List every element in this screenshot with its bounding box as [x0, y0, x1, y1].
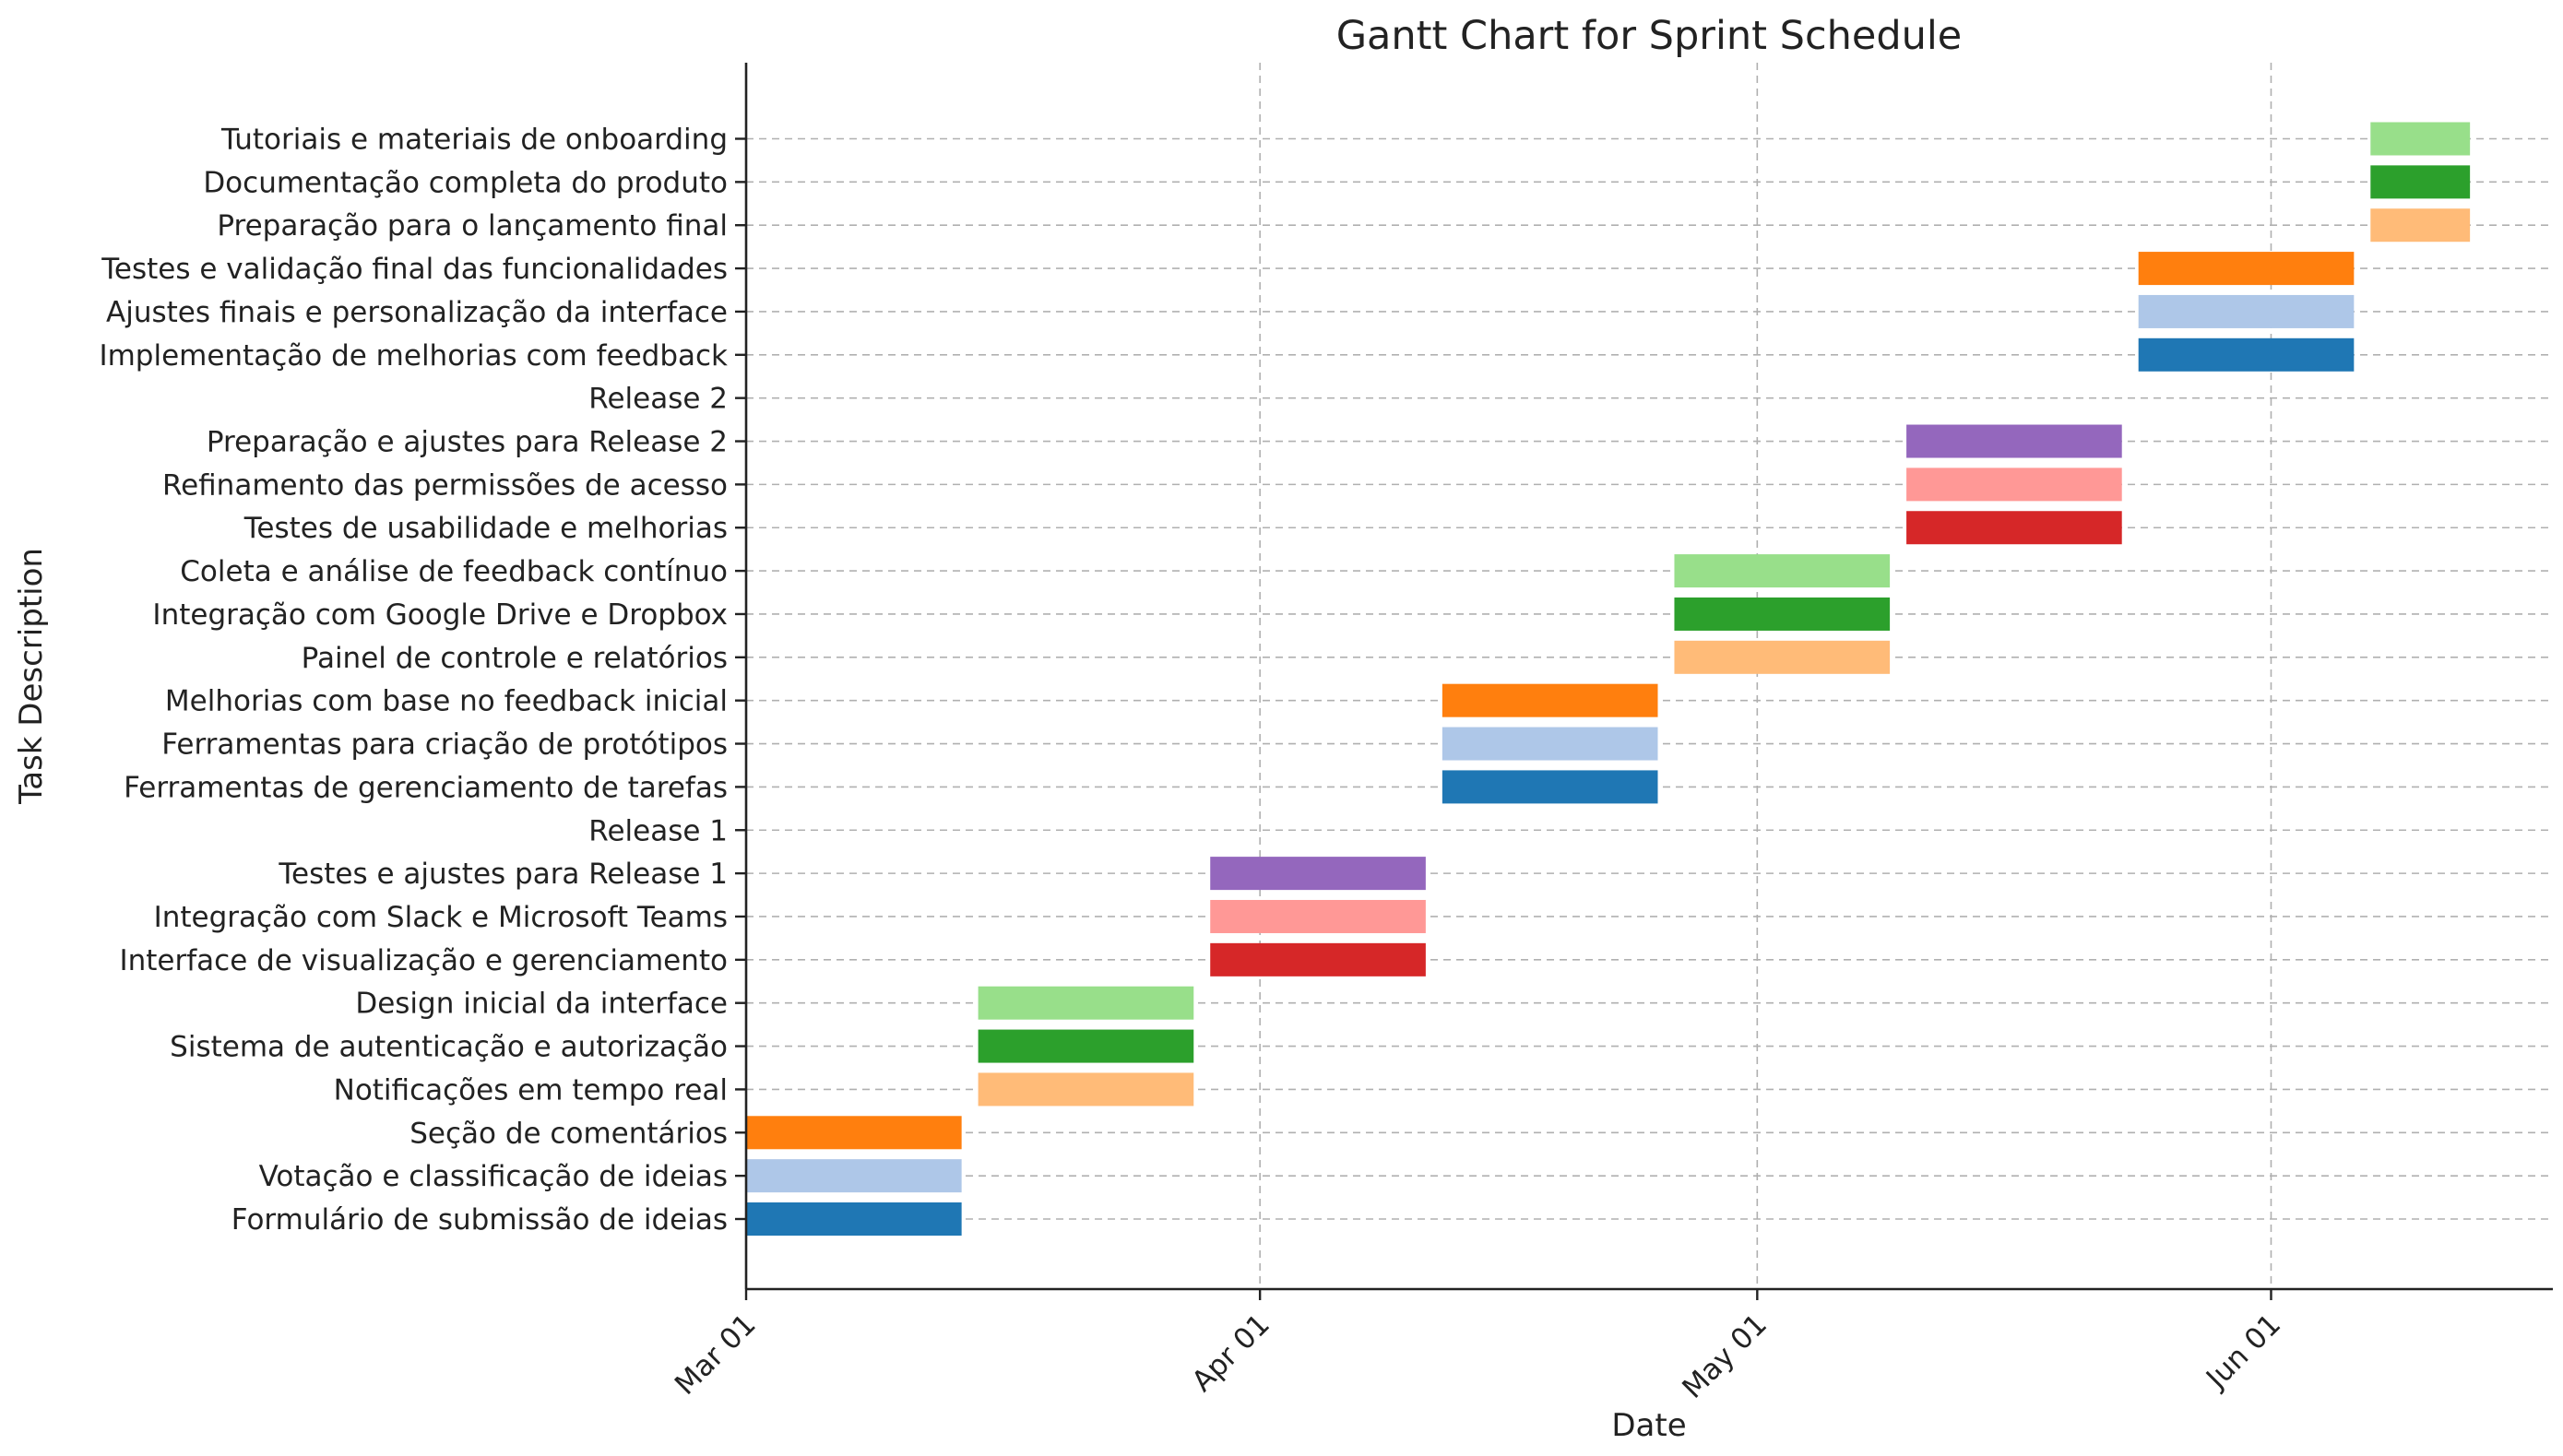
task-bar [1906, 468, 2122, 502]
task-bar [2138, 252, 2355, 286]
task-label: Testes de usabilidade e melhorias [243, 512, 728, 545]
task-label: Refinamento das permissões de acesso [162, 468, 728, 502]
task-label: Integração com Google Drive e Dropbox [152, 598, 728, 632]
x-tick-label: Mar 01 [669, 1308, 763, 1402]
task-label: Integração com Slack e Microsoft Teams [154, 901, 728, 934]
task-bar [746, 1202, 962, 1236]
x-axis-label: Date [1611, 1407, 1686, 1444]
x-tick-label: Apr 01 [1186, 1308, 1276, 1398]
bars-layer [746, 122, 2471, 1236]
task-label: Interface de visualização e gerenciament… [119, 944, 728, 977]
task-label: Notificações em tempo real [334, 1073, 728, 1107]
task-bar [1674, 640, 1891, 674]
chart-title: Gantt Chart for Sprint Schedule [1336, 13, 1963, 59]
task-label: Preparação para o lançamento final [217, 209, 728, 243]
task-label: Sistema de autenticação e autorização [170, 1031, 728, 1064]
task-bar [1210, 942, 1426, 977]
task-bar [746, 1159, 962, 1193]
task-bar [1906, 424, 2122, 458]
task-label: Painel de controle e relatórios [302, 642, 728, 675]
task-bar [1674, 597, 1891, 631]
task-bar [978, 1072, 1194, 1107]
task-bar [1442, 770, 1658, 804]
task-label: Design inicial da interface [355, 988, 728, 1021]
x-tick-layer: Mar 01 Apr 01 May 01 Jun 01 [669, 1289, 2287, 1405]
task-label: Release 2 [588, 383, 728, 416]
task-bar [2370, 122, 2471, 156]
task-label: Implementação de melhorias com feedback [99, 339, 728, 373]
x-tick-label: May 01 [1676, 1308, 1774, 1405]
task-bar [1210, 857, 1426, 891]
task-label: Release 1 [588, 814, 728, 847]
task-label: Coleta e análise de feedback contínuo [180, 555, 728, 588]
task-label: Tutoriais e materiais de onboarding [220, 124, 728, 157]
task-bar [2370, 165, 2471, 199]
y-axis-label: Task Description [13, 548, 50, 805]
y-tick-layer: Formulário de submissão de ideias Votação… [99, 124, 746, 1237]
task-bar [1210, 899, 1426, 933]
task-label: Testes e ajustes para Release 1 [278, 858, 728, 891]
task-bar [978, 1029, 1194, 1063]
task-label: Formulário de submissão de ideias [231, 1203, 728, 1237]
task-bar [1442, 683, 1658, 717]
task-label: Ferramentas para criação de protótipos [161, 728, 728, 762]
task-bar [978, 986, 1194, 1020]
task-label: Documentação completa do produto [203, 166, 728, 199]
task-label: Melhorias com base no feedback inicial [165, 685, 728, 718]
task-label: Ferramentas de gerenciamento de tarefas [124, 771, 728, 804]
task-bar [746, 1116, 962, 1150]
axes-layer [744, 63, 2553, 1291]
task-label: Ajustes finais e personalização da inter… [106, 296, 728, 329]
task-label: Testes e validação final das funcionalid… [101, 253, 728, 286]
task-label: Votação e classificação de ideias [259, 1160, 728, 1193]
task-bar [1442, 727, 1658, 761]
task-label: Seção de comentários [409, 1117, 728, 1150]
task-label: Preparação e ajustes para Release 2 [207, 426, 728, 459]
x-tick-label: Jun 01 [2199, 1308, 2287, 1396]
task-bar [1906, 511, 2122, 545]
task-bar [1674, 554, 1891, 588]
task-bar [2370, 208, 2471, 243]
task-bar [2138, 294, 2355, 328]
task-bar [2138, 337, 2355, 372]
